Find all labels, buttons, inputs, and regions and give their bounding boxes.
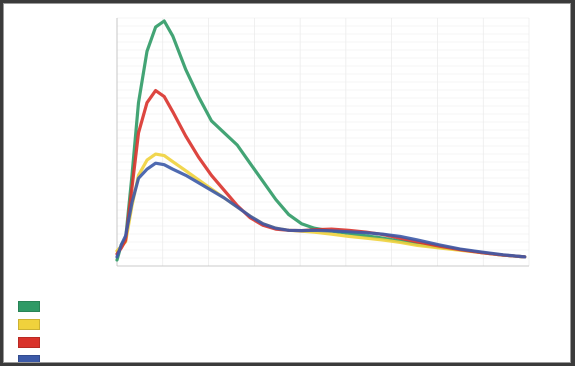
chart-window bbox=[3, 3, 571, 363]
axes bbox=[116, 18, 529, 267]
series-line-1 bbox=[115, 19, 527, 262]
legend-swatch bbox=[18, 300, 40, 312]
gridlines bbox=[116, 17, 530, 267]
legend bbox=[18, 298, 238, 362]
legend-item-4 bbox=[18, 352, 238, 362]
legend-swatch bbox=[18, 354, 40, 362]
legend-swatch bbox=[18, 318, 40, 330]
series-lines bbox=[115, 19, 527, 262]
line-chart bbox=[115, 17, 530, 267]
legend-item-1 bbox=[18, 298, 238, 314]
series-line-4 bbox=[115, 161, 527, 259]
legend-item-3 bbox=[18, 334, 238, 350]
series-line-2 bbox=[115, 152, 527, 259]
legend-swatch bbox=[18, 336, 40, 348]
legend-item-2 bbox=[18, 316, 238, 332]
